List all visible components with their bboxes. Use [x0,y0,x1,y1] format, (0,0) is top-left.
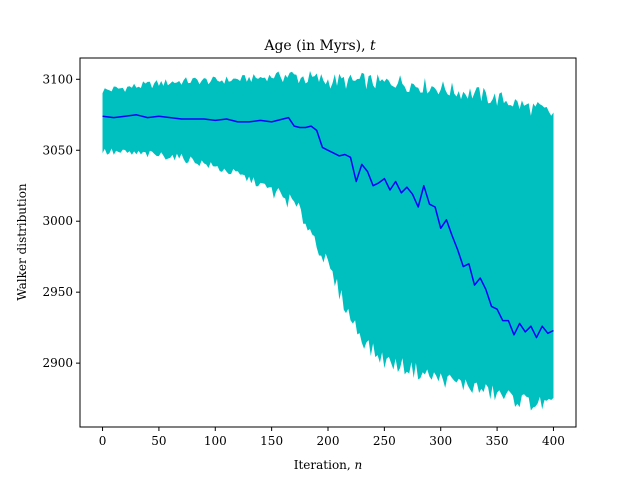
x-axis: 0 50 100 150 200 250 300 350 400 [99,427,565,448]
walker-mean-line [102,114,554,339]
y-tick-label: 2900 [42,356,73,370]
x-tick-label: 0 [99,434,107,448]
y-tick-label: 2950 [42,285,73,299]
x-tick-label: 250 [373,434,396,448]
walker-spread-band [102,71,554,411]
x-tick-label: 300 [429,434,452,448]
x-tick-label: 100 [204,434,227,448]
y-tick-label: 3000 [42,214,73,228]
x-tick-label: 50 [151,434,166,448]
chart-title: Age (in Myrs), t [263,38,376,54]
y-tick-label: 3050 [42,143,73,157]
x-tick-label: 150 [260,434,283,448]
x-tick-label: 200 [317,434,340,448]
y-tick-label: 3100 [42,72,73,86]
x-tick-label: 400 [542,434,565,448]
x-axis-label: Iteration, n [294,458,363,472]
y-axis-label: Walker distribution [15,183,29,301]
x-tick-label: 350 [486,434,509,448]
y-axis: 2900 2950 3000 3050 3100 [42,72,80,370]
